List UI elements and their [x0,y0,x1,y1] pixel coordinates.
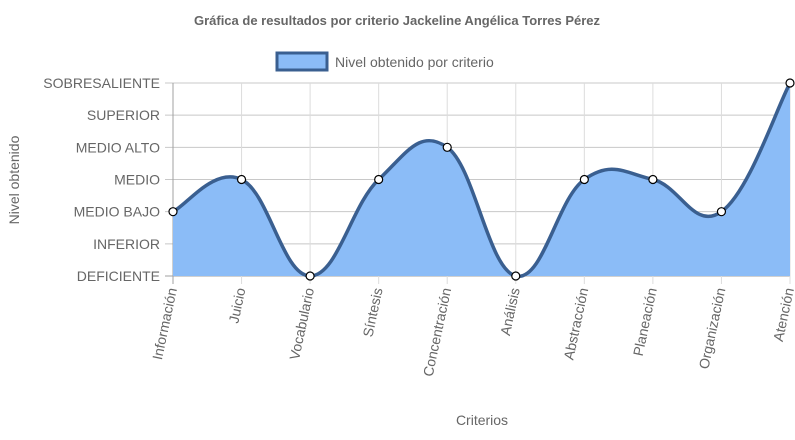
x-tick-label: Atención [770,286,795,343]
series-line [172,82,792,278]
data-point[interactable] [168,207,178,217]
data-point[interactable] [648,174,658,185]
x-tick-label: Juicio [225,286,248,325]
data-point[interactable] [236,174,247,185]
data-point[interactable] [305,271,315,281]
series-0-points [168,78,795,281]
x-tick-label: Análisis [497,286,523,337]
data-point[interactable] [716,207,727,217]
legend-swatch [275,51,329,72]
x-tick-label: Abstracción [560,286,591,361]
x-axis-ticks: Información Juicio Vocabulario Síntesis Conc… [149,286,795,378]
x-tick-label: Concentración [420,286,454,378]
x-tick-label: Vocabulario [286,286,317,361]
x-tick-label: Planeación [630,286,660,357]
data-point[interactable] [374,174,384,185]
data-point[interactable] [442,142,452,152]
legend[interactable]: Nivel obtenido por criterio [275,51,494,72]
y-tick-label: MEDIO [114,172,160,188]
legend-label: Nivel obtenido por criterio [335,54,494,70]
x-tick-label: Información [149,286,180,361]
chart-title: Gráfica de resultados por criterio Jacke… [194,13,601,28]
y-tick-label: INFERIOR [93,236,160,252]
series-0 [172,82,792,278]
x-axis-title: Criterios [456,412,508,428]
data-point[interactable] [511,271,521,281]
data-point[interactable] [579,174,589,185]
y-axis-ticks: DEFICIENTE INFERIOR MEDIO BAJO MEDIO MEDIO A… [43,75,160,284]
y-tick-label: DEFICIENTE [77,268,160,284]
y-axis-title: Nivel obtenido [6,135,22,224]
x-tick-label: Organización [696,286,729,370]
y-tick-label: SUPERIOR [87,107,160,123]
y-tick-label: MEDIO BAJO [74,204,160,220]
y-tick-label: MEDIO ALTO [76,139,160,155]
series-area [173,83,790,277]
x-tick-label: Síntesis [360,286,386,338]
data-point[interactable] [785,78,795,88]
y-tick-label: SOBRESALIENTE [43,75,160,91]
